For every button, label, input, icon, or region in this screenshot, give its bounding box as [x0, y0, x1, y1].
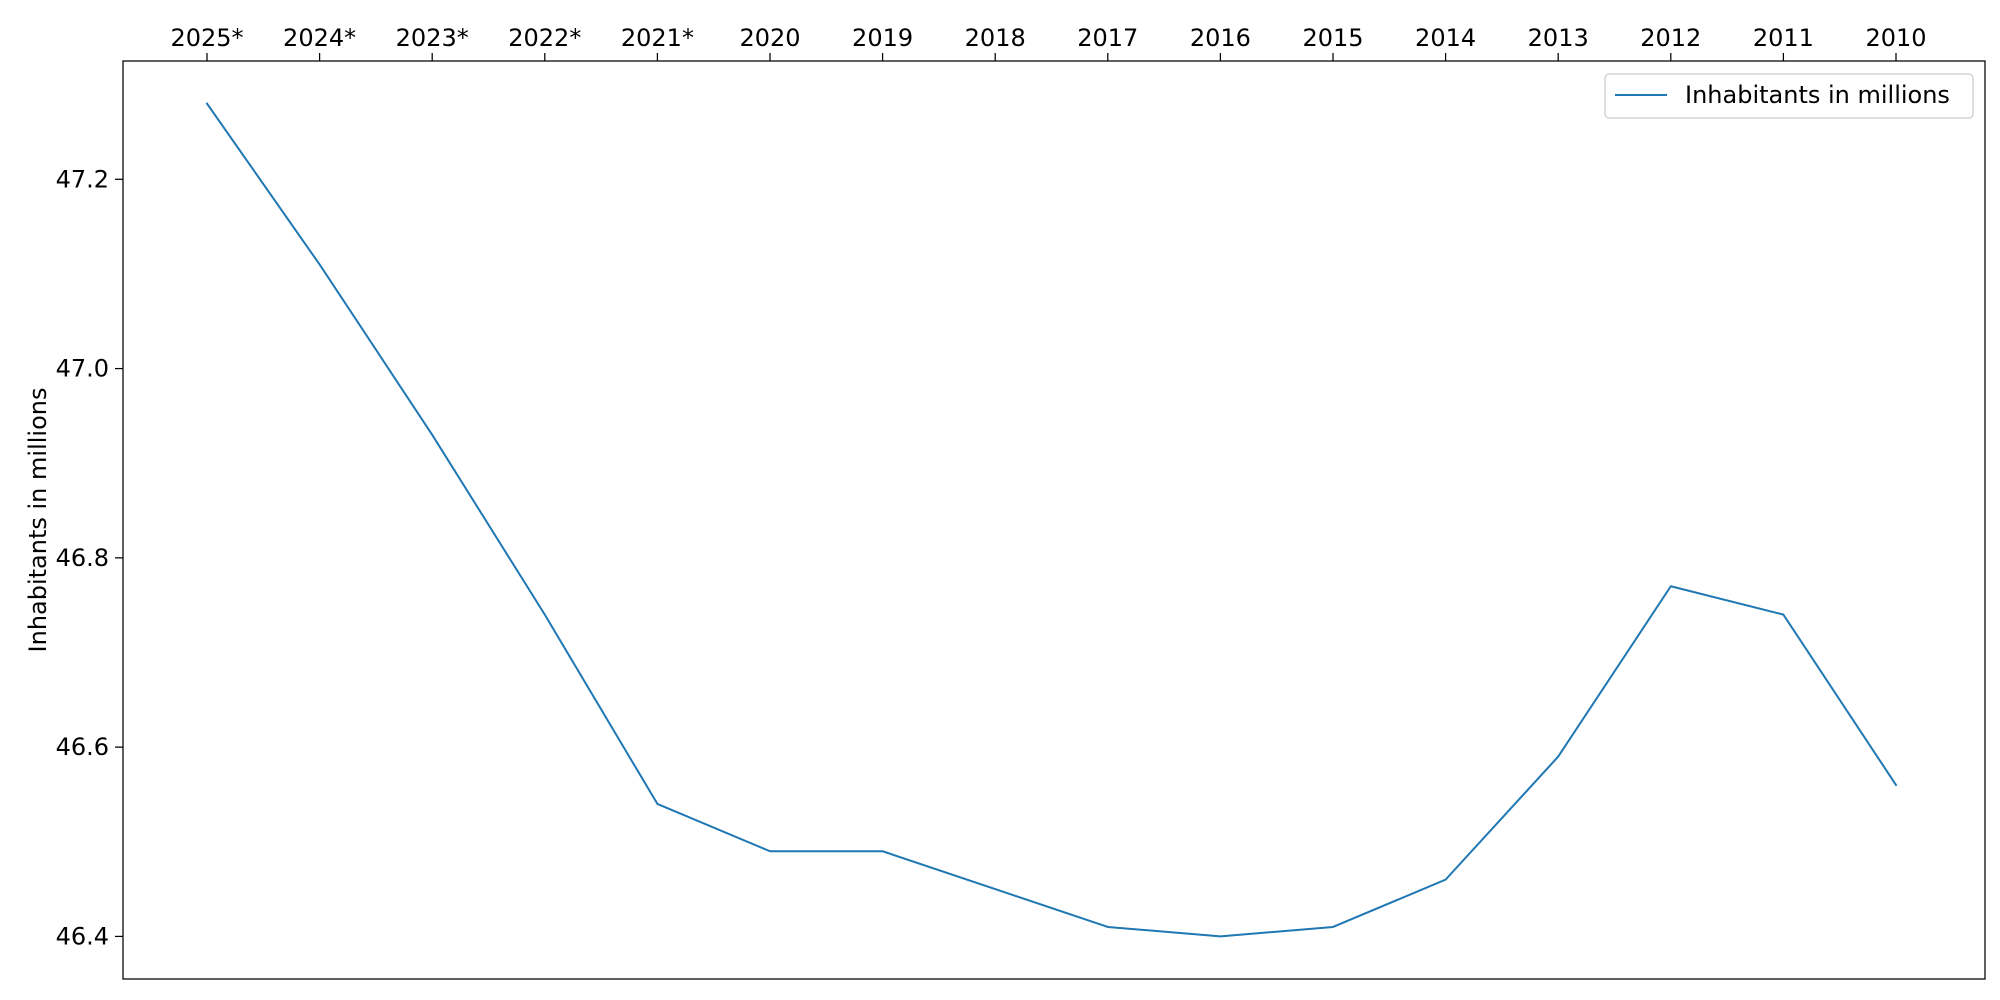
- x-tick-label: 2011: [1753, 24, 1814, 52]
- series-line-0: [205, 102, 1898, 938]
- y-tick-label: 46.4: [56, 922, 109, 950]
- x-tick-label: 2019: [852, 24, 913, 52]
- x-tick-label: 2021*: [621, 24, 694, 52]
- x-tick-label: 2022*: [508, 24, 581, 52]
- y-tick-label: 47.2: [56, 165, 109, 193]
- plot-area-frame: [122, 60, 1986, 980]
- y-tick-label: 47.0: [56, 355, 109, 383]
- x-tick-label: 2025*: [170, 24, 243, 52]
- legend-box: [1604, 73, 1974, 119]
- x-tick-label: 2015: [1302, 24, 1363, 52]
- y-tick-label: 46.8: [56, 544, 109, 572]
- y-tick-label: 46.6: [56, 733, 109, 761]
- x-tick-label: 2018: [965, 24, 1026, 52]
- x-tick-label: 2016: [1190, 24, 1251, 52]
- x-tick-label: 2010: [1865, 24, 1926, 52]
- x-tick-label: 2023*: [396, 24, 469, 52]
- legend-label: Inhabitants in millions: [1685, 81, 1950, 109]
- x-tick-label: 2017: [1077, 24, 1138, 52]
- x-tick-label: 2012: [1640, 24, 1701, 52]
- x-tick-label: 2024*: [283, 24, 356, 52]
- y-axis-title: Inhabitants in millions: [24, 388, 52, 653]
- x-tick-label: 2013: [1528, 24, 1589, 52]
- legend: Inhabitants in millions: [1604, 73, 1974, 119]
- x-tick-label: 2020: [739, 24, 800, 52]
- x-tick-label: 2014: [1415, 24, 1476, 52]
- y-axis-ticks: 46.4 46.6 46.8 47.0 47.2: [56, 165, 123, 950]
- x-axis-ticks: 2025* 2024* 2023* 2022* 2021* 2020 2019 2018 201…: [170, 24, 1927, 61]
- series-layer: [205, 102, 1898, 938]
